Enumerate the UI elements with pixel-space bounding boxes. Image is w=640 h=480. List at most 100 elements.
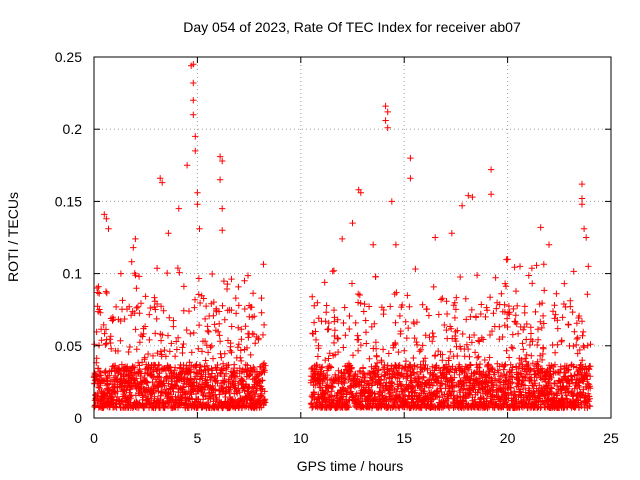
data-point	[162, 353, 170, 360]
data-point	[512, 287, 520, 295]
data-point	[191, 296, 199, 303]
data-point	[260, 261, 267, 268]
data-point	[247, 351, 254, 359]
data-point	[372, 339, 380, 346]
data-point	[576, 383, 583, 391]
data-point	[537, 318, 544, 325]
data-point	[578, 195, 586, 202]
data-point	[225, 361, 232, 369]
data-point	[334, 335, 342, 343]
data-point	[414, 363, 421, 371]
data-point	[325, 325, 332, 333]
data-point	[567, 303, 574, 310]
data-point	[403, 334, 410, 342]
data-point	[537, 224, 544, 231]
data-point	[452, 337, 460, 345]
data-point	[583, 234, 590, 241]
data-point	[362, 329, 370, 336]
data-point	[180, 340, 187, 348]
data-point	[216, 153, 224, 160]
data-point	[452, 306, 460, 313]
data-point	[533, 262, 540, 269]
data-point	[478, 385, 486, 392]
data-point	[235, 341, 242, 348]
data-point	[451, 314, 459, 322]
data-point	[528, 265, 536, 272]
data-point	[473, 272, 481, 279]
data-point	[242, 361, 249, 368]
data-point	[221, 350, 228, 357]
data-point	[349, 219, 356, 227]
data-point	[244, 272, 252, 279]
data-point	[432, 234, 439, 241]
data-point	[477, 310, 484, 318]
data-point	[311, 365, 318, 372]
data-point	[379, 346, 387, 353]
data-point	[421, 388, 428, 395]
data-point	[450, 382, 458, 389]
data-point	[214, 328, 222, 335]
data-point	[413, 318, 421, 326]
data-point	[260, 365, 267, 373]
data-point	[387, 303, 394, 310]
data-point	[454, 327, 461, 334]
data-point	[416, 375, 423, 382]
data-point	[429, 338, 436, 345]
data-point	[553, 382, 561, 390]
data-point	[503, 347, 510, 354]
data-point	[324, 326, 331, 333]
data-point	[492, 274, 499, 281]
data-point	[447, 348, 454, 355]
data-point	[203, 362, 211, 369]
data-point	[357, 300, 364, 307]
data-point	[228, 349, 235, 356]
data-point	[101, 211, 108, 218]
data-point	[346, 312, 353, 320]
data-point	[112, 303, 120, 311]
data-point	[365, 303, 373, 310]
data-point	[183, 326, 190, 334]
data-point	[578, 180, 586, 188]
data-point	[196, 299, 204, 307]
data-point	[451, 299, 458, 306]
data-point	[499, 333, 506, 341]
data-point	[382, 102, 389, 110]
data-point	[101, 330, 108, 337]
data-point	[193, 379, 200, 387]
data-point	[466, 353, 473, 360]
data-point	[527, 330, 535, 337]
data-point	[186, 366, 193, 373]
data-point	[507, 389, 514, 396]
data-point	[195, 345, 202, 352]
data-point	[372, 273, 379, 280]
data-point	[402, 357, 410, 365]
data-point	[425, 312, 433, 319]
data-point	[103, 377, 111, 384]
data-point	[420, 357, 427, 365]
data-point	[321, 279, 328, 286]
data-point	[190, 379, 197, 386]
data-point	[584, 291, 591, 298]
data-point	[378, 373, 385, 380]
data-point	[192, 133, 199, 140]
data-point	[488, 327, 496, 335]
data-point	[407, 175, 414, 182]
data-point	[385, 350, 392, 357]
data-point	[158, 351, 165, 358]
data-point	[93, 373, 100, 380]
data-point	[528, 352, 535, 359]
data-point	[170, 323, 177, 330]
data-point	[485, 361, 492, 368]
data-point	[339, 235, 346, 243]
data-point	[183, 162, 191, 169]
data-point	[545, 241, 553, 248]
data-point	[503, 315, 511, 322]
data-point	[221, 316, 228, 323]
data-point	[114, 388, 121, 395]
data-point	[219, 205, 226, 212]
data-point	[361, 300, 368, 308]
data-point	[540, 261, 547, 268]
data-point	[457, 273, 464, 281]
data-point	[583, 370, 590, 377]
data-point	[410, 320, 418, 327]
